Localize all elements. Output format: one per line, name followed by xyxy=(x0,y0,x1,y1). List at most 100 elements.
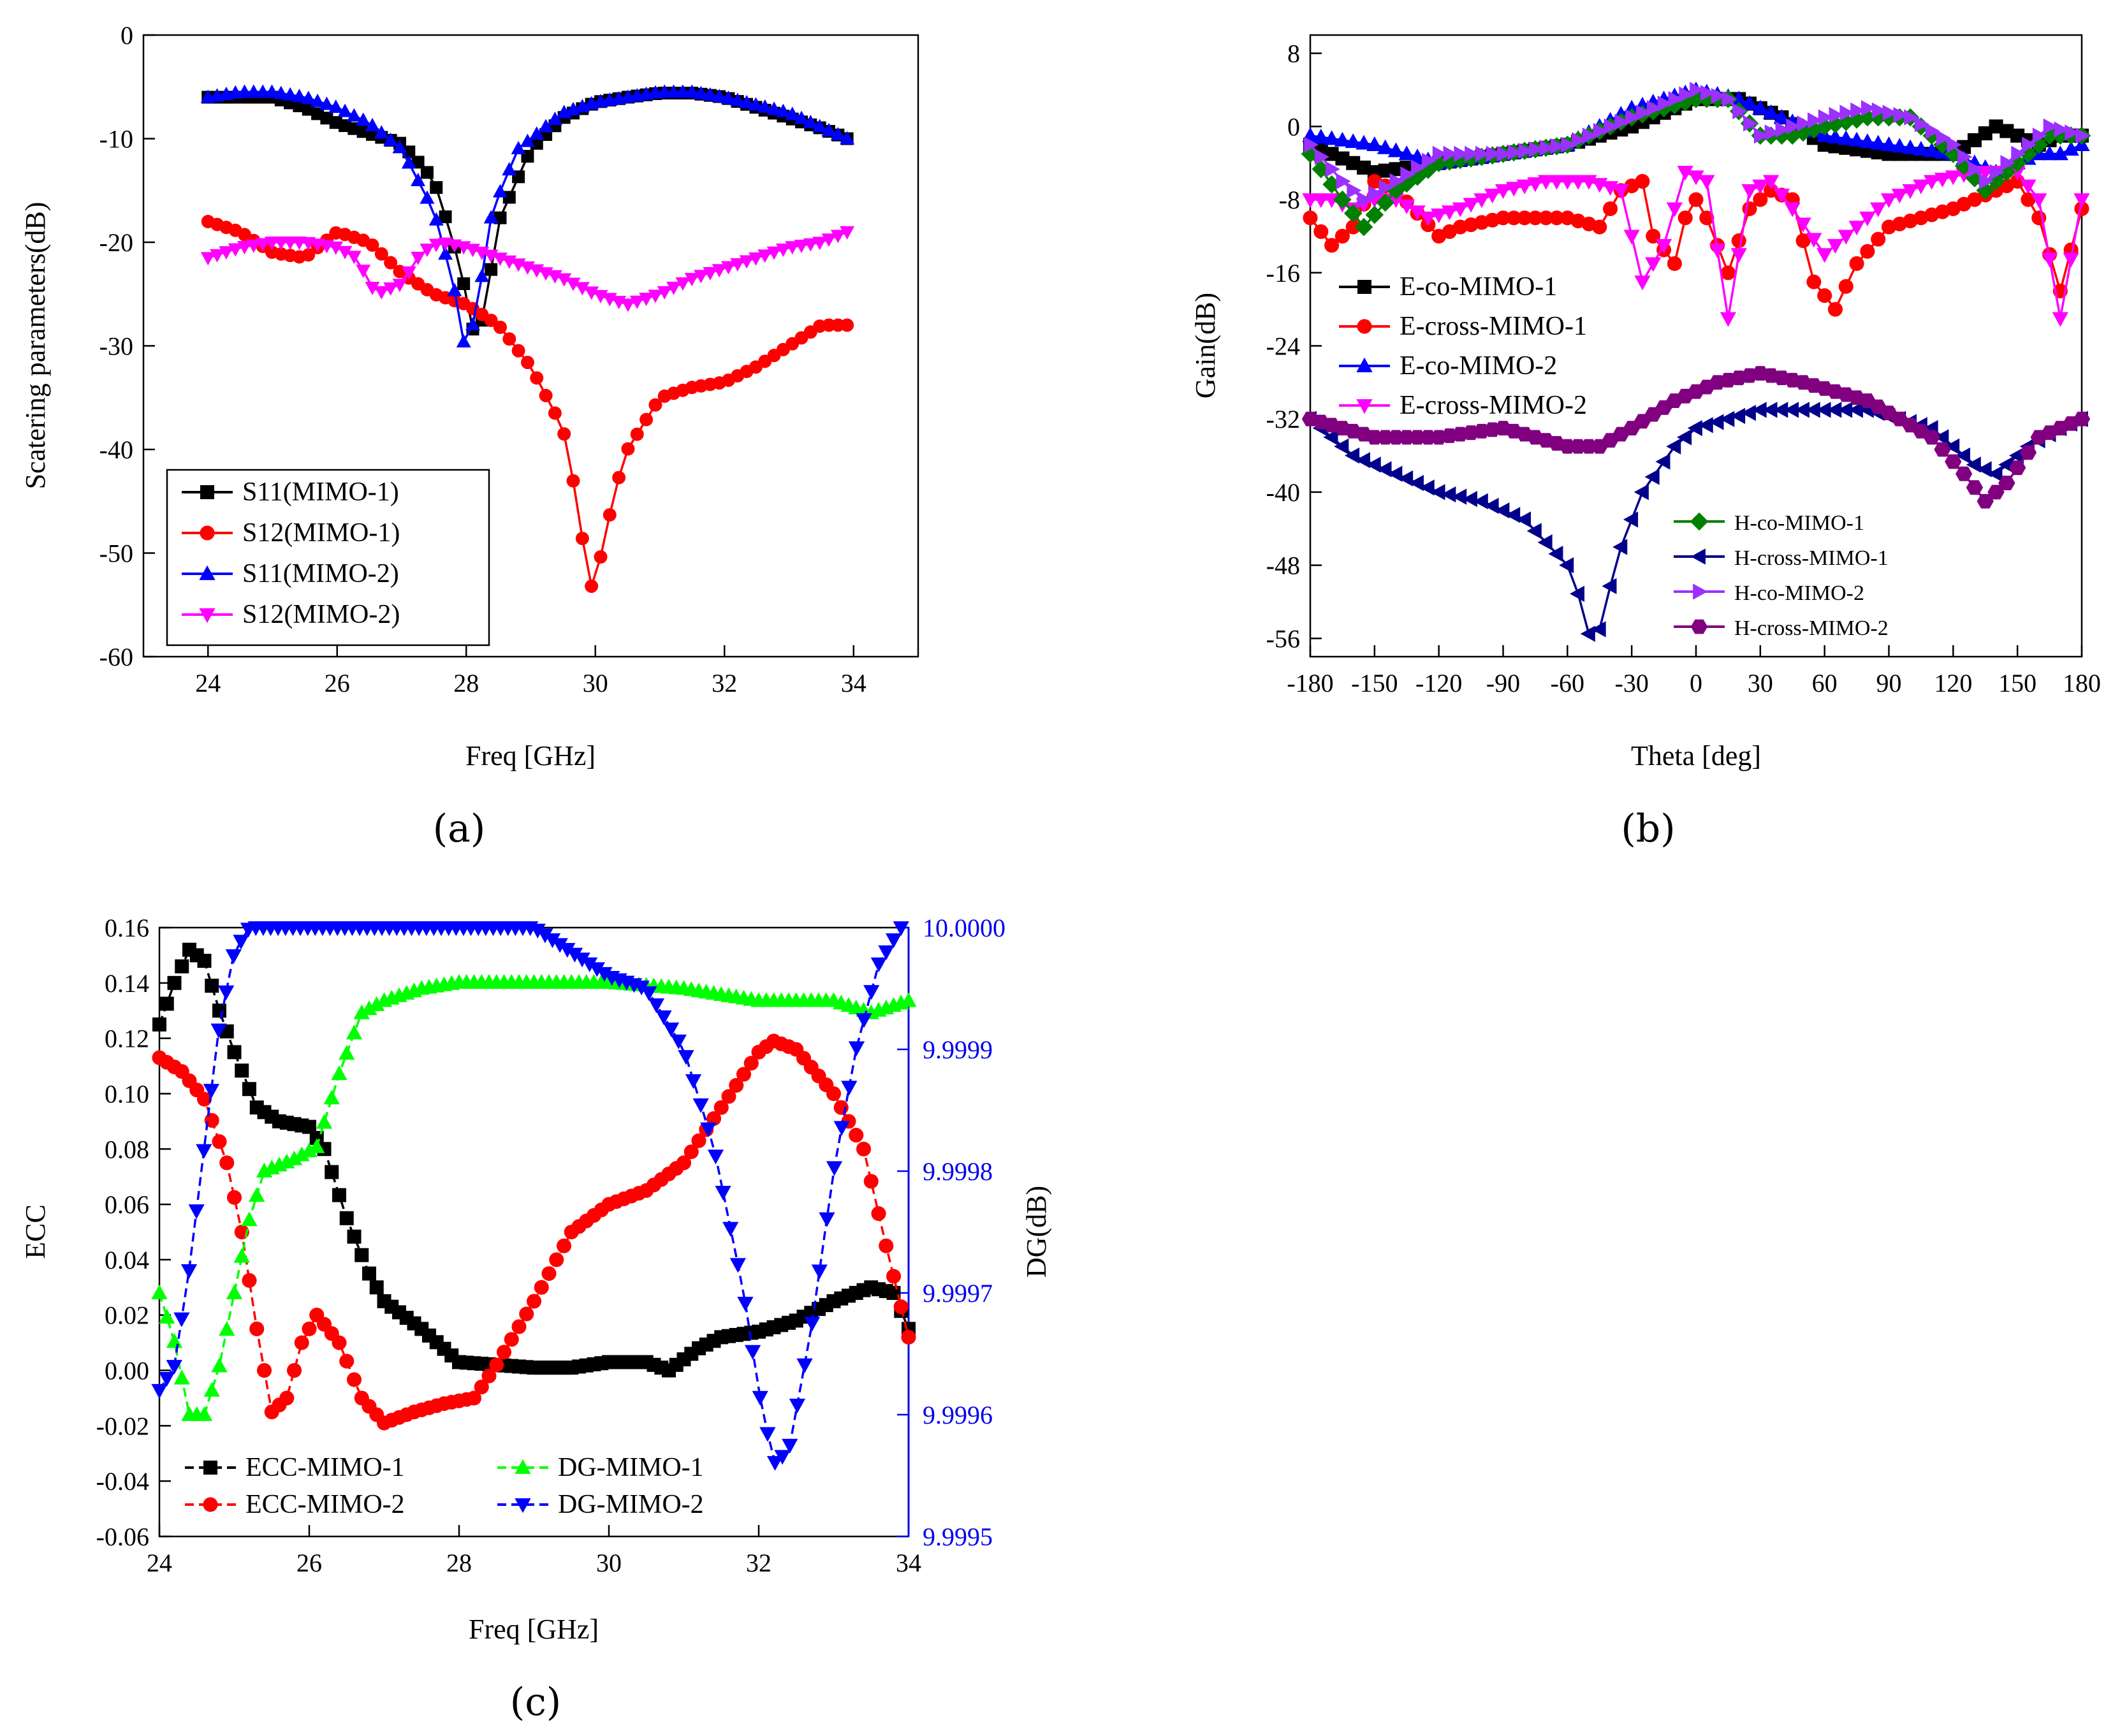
panel-a-point-s11-mimo-1 xyxy=(402,145,416,159)
panel-b-point-h-cross-mimo-1 xyxy=(1644,469,1660,485)
panel-b-y-tick-label: 8 xyxy=(1287,40,1300,68)
panel-b-point-h-cross-mimo-1 xyxy=(1709,414,1724,430)
panel-b-point-e-cross-mimo-2 xyxy=(1699,175,1715,190)
panel-a-point-s11-mimo-2 xyxy=(401,155,416,169)
panel-a-point-s11-mimo-2 xyxy=(511,141,526,155)
panel-c-point-dg-mimo-2 xyxy=(633,981,650,996)
panel-b-point-e-co-mimo-2 xyxy=(1398,145,1415,161)
panel-b-legend-h-cross-mimo-2: H-cross-MIMO-2 xyxy=(1674,616,1889,640)
panel-c-series-dg-mimo-1 xyxy=(151,974,917,1421)
panel-b-point-h-co-mimo-2 xyxy=(2075,128,2091,144)
panel-c-point-ecc-mimo-2 xyxy=(481,1368,497,1383)
panel-b-point-h-co-mimo-1 xyxy=(1354,217,1373,237)
panel-a-x-tick-label: 28 xyxy=(453,669,479,697)
panel-a-point-s12-mimo-2 xyxy=(803,238,818,252)
panel-a-y-tick-label: -20 xyxy=(99,228,133,257)
panel-b-point-h-co-mimo-2 xyxy=(1978,173,1994,190)
panel-b-point-e-cross-mimo-2 xyxy=(1666,202,1683,217)
panel-b-point-e-cross-mimo-2 xyxy=(1527,177,1544,193)
panel-c-point-dg-mimo-1 xyxy=(196,1406,213,1421)
panel-b-point-h-co-mimo-2 xyxy=(1957,149,1973,165)
panel-b-point-h-cross-mimo-1 xyxy=(1462,491,1477,507)
panel-b-point-h-co-mimo-2 xyxy=(1572,132,1587,149)
panel-b-point-h-co-mimo-2 xyxy=(1646,100,1662,117)
panel-b-point-h-cross-mimo-2 xyxy=(2008,460,2026,476)
panel-b-point-e-cross-mimo-1 xyxy=(1860,244,1875,259)
panel-c-point-ecc-mimo-2 xyxy=(474,1380,489,1395)
panel-a-point-s12-mimo-2 xyxy=(812,237,828,251)
panel-c-x-tick-label: 24 xyxy=(147,1549,172,1577)
panel-a-point-s12-mimo-1 xyxy=(648,398,662,412)
panel-b-point-h-cross-mimo-2 xyxy=(1387,430,1405,445)
panel-a-point-s11-mimo-2 xyxy=(474,268,490,282)
panel-b-point-e-co-mimo-1 xyxy=(1989,119,2003,134)
panel-a: 24 26 28 30 32 34 0 -10 -20 -30 -40 -50 -60 S11(MIMO… xyxy=(20,21,919,851)
panel-b-point-e-cross-mimo-2 xyxy=(2063,252,2079,268)
panel-c-point-dg-mimo-1 xyxy=(323,1090,340,1105)
panel-c-point-dg-mimo-2 xyxy=(581,957,598,972)
panel-b-point-h-co-mimo-2 xyxy=(1432,145,1447,163)
panel-c-point-dg-mimo-1 xyxy=(353,1004,370,1019)
panel-b-legend-e-co-mimo-1: E-co-MIMO-1 xyxy=(1339,272,1557,302)
panel-b-point-h-co-mimo-2 xyxy=(1304,136,1319,153)
panel-a-point-s12-mimo-2 xyxy=(785,241,800,255)
panel-c-point-dg-mimo-2 xyxy=(670,1034,687,1049)
panel-c-x-tick-label: 26 xyxy=(296,1549,322,1577)
panel-b-point-e-cross-mimo-1 xyxy=(1506,210,1521,226)
panel-c-legend-marker xyxy=(515,1459,531,1474)
panel-c-point-ecc-mimo-1 xyxy=(205,979,219,993)
panel-b-point-e-cross-mimo-2 xyxy=(2041,252,2058,268)
panel-b-point-h-cross-mimo-1 xyxy=(1548,546,1563,562)
panel-b-legend: E-co-MIMO-1 E-cross-MIMO-1 E-co-MIMO-2 E-cr… xyxy=(1339,272,1889,640)
panel-a-point-s12-mimo-2 xyxy=(557,273,572,287)
panel-a-point-s11-mimo-2 xyxy=(830,127,845,141)
panel-c-point-ecc-mimo-1 xyxy=(302,1120,316,1134)
panel-b-point-h-co-mimo-2 xyxy=(1668,91,1683,108)
panel-b-point-h-co-mimo-2 xyxy=(1657,95,1672,112)
panel-a-point-s11-mimo-2 xyxy=(739,94,754,108)
panel-b-point-e-cross-mimo-1 xyxy=(1345,219,1361,235)
panel-a-point-s11-mimo-2 xyxy=(447,282,462,296)
panel-c-point-ecc-mimo-1 xyxy=(152,1017,166,1032)
panel-a-point-s12-mimo-1 xyxy=(530,371,544,385)
panel-c-legend-label: ECC-MIMO-1 xyxy=(245,1453,405,1482)
panel-b-point-e-cross-mimo-2 xyxy=(1452,202,1468,217)
panel-a-point-s12-mimo-2 xyxy=(401,266,416,280)
panel-b-point-e-co-mimo-2 xyxy=(1838,130,1854,145)
panel-b-point-e-cross-mimo-2 xyxy=(1795,217,1811,233)
panel-a-point-s11-mimo-2 xyxy=(492,184,508,198)
panel-a-point-s12-mimo-2 xyxy=(383,282,398,296)
panel-a-point-s11-mimo-2 xyxy=(684,84,699,98)
panel-a-point-s11-mimo-2 xyxy=(411,173,426,187)
panel-c-legend-ecc-mimo-1: ECC-MIMO-1 xyxy=(185,1453,405,1482)
panel-a-legend-label: S11(MIMO-2) xyxy=(242,559,399,588)
panel-c-legend: ECC-MIMO-1 ECC-MIMO-2 DG-MIMO-1 DG-MIMO-2 xyxy=(185,1453,704,1519)
panel-a-point-s11-mimo-2 xyxy=(356,112,371,126)
panel-b-point-e-co-mimo-1 xyxy=(1967,133,1982,147)
panel-b-point-h-cross-mimo-2 xyxy=(1569,439,1587,454)
panel-b-point-h-co-mimo-2 xyxy=(1400,166,1415,183)
panel-b-point-h-co-mimo-2 xyxy=(1775,121,1790,138)
panel-b-point-e-co-mimo-2 xyxy=(1913,141,1929,156)
panel-a-point-s12-mimo-2 xyxy=(356,265,371,279)
panel-b-point-h-co-mimo-1 xyxy=(1676,92,1695,112)
panel-b-point-e-co-mimo-2 xyxy=(1334,131,1351,147)
panel-b-point-e-co-mimo-2 xyxy=(2063,141,2079,156)
panel-c-point-dg-mimo-2 xyxy=(166,1360,182,1375)
panel-c-point-dg-mimo-1 xyxy=(151,1284,168,1299)
panel-b-point-e-cross-mimo-1 xyxy=(1334,228,1350,244)
panel-c-point-dg-mimo-2 xyxy=(196,1144,212,1159)
panel-b-point-e-cross-mimo-2 xyxy=(2020,179,2036,194)
panel-b-point-h-co-mimo-2 xyxy=(1871,102,1887,119)
panel-a-point-s12-mimo-2 xyxy=(574,282,590,296)
panel-c-point-dg-mimo-2 xyxy=(729,1258,746,1273)
panel-c-point-ecc-mimo-2 xyxy=(676,1155,692,1171)
panel-b-point-h-cross-mimo-1 xyxy=(1441,486,1456,503)
panel-b-point-e-cross-mimo-2 xyxy=(1302,193,1319,208)
panel-a-point-s12-mimo-1 xyxy=(594,550,608,564)
panel-c-point-ecc-mimo-2 xyxy=(706,1111,722,1127)
panel-b-point-h-cross-mimo-2 xyxy=(2073,411,2091,427)
panel-b-point-h-cross-mimo-1 xyxy=(1794,402,1809,418)
panel-b-point-e-cross-mimo-2 xyxy=(1420,211,1436,226)
panel-a-point-s11-mimo-1 xyxy=(420,166,434,179)
